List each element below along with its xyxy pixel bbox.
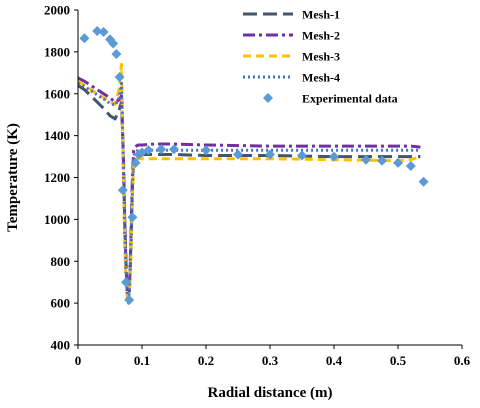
- series-experimental-data: [79, 25, 429, 305]
- data-point: [418, 176, 429, 187]
- data-point: [393, 157, 403, 168]
- data-point: [169, 144, 179, 155]
- data-point: [233, 149, 243, 160]
- y-tick-label: 1200: [44, 170, 70, 185]
- data-point: [156, 144, 167, 155]
- y-tick-label: 1800: [44, 44, 70, 59]
- data-point: [98, 26, 109, 37]
- x-tick-label: 0.5: [390, 353, 407, 368]
- series-line-mesh-3: [77, 62, 421, 305]
- x-tick-label: 0.3: [262, 353, 279, 368]
- y-tick-label: 2000: [44, 3, 70, 18]
- data-point: [130, 157, 141, 168]
- axes: [77, 10, 462, 346]
- y-tick-label: 800: [51, 254, 71, 269]
- y-tick-label: 1400: [44, 128, 70, 143]
- data-point: [405, 160, 416, 171]
- data-point: [111, 48, 122, 59]
- data-point: [108, 38, 119, 49]
- x-tick-label: 0: [75, 353, 82, 368]
- legend-label: Mesh-3: [302, 50, 340, 64]
- data-point: [297, 150, 307, 161]
- data-point: [329, 151, 339, 162]
- series-line-mesh-4: [77, 81, 421, 303]
- legend-item-mesh-2: Mesh-2: [243, 29, 340, 43]
- data-point: [361, 154, 371, 165]
- plot-area: [77, 25, 429, 305]
- data-point: [121, 277, 131, 288]
- legend-item-mesh-3: Mesh-3: [243, 50, 340, 64]
- data-point: [92, 25, 103, 36]
- y-tick-label: 600: [51, 296, 71, 311]
- y-tick-label: 400: [51, 338, 71, 353]
- legend-item-experimental-data: Experimental data: [263, 92, 398, 106]
- legend-label: Mesh-2: [302, 29, 340, 43]
- data-point: [127, 212, 138, 223]
- legend: Mesh-1 Mesh-2 Mesh-3 Mesh-4 Experimental dat…: [243, 8, 398, 106]
- legend-label: Mesh-1: [302, 8, 340, 22]
- legend-marker: [263, 93, 273, 103]
- legend-label: Mesh-4: [302, 71, 340, 85]
- y-tick-label: 1600: [44, 86, 70, 101]
- x-tick-label: 0.1: [134, 353, 150, 368]
- data-point: [201, 145, 211, 156]
- data-point: [377, 155, 387, 166]
- y-axis-title: Temperature (K): [5, 123, 21, 232]
- data-point: [117, 185, 128, 196]
- x-tick-label: 0.2: [198, 353, 214, 368]
- y-axis-ticks: 400 600 800 1000 1200 1400 1600 1800 2000: [44, 3, 78, 353]
- data-point: [143, 145, 154, 156]
- x-axis-title: Radial distance (m): [208, 385, 333, 401]
- x-axis-ticks: 0 0.1 0.2 0.3 0.4 0.5 0.6: [75, 345, 471, 368]
- x-tick-label: 0.4: [326, 353, 343, 368]
- data-point: [265, 149, 275, 160]
- data-point: [79, 33, 90, 44]
- legend-item-mesh-1: Mesh-1: [243, 8, 340, 22]
- data-point: [124, 294, 135, 305]
- legend-item-mesh-4: Mesh-4: [243, 71, 340, 85]
- y-tick-label: 1000: [44, 212, 70, 227]
- data-point: [114, 72, 125, 82]
- legend-label: Experimental data: [302, 92, 398, 106]
- x-tick-label: 0.6: [454, 353, 471, 368]
